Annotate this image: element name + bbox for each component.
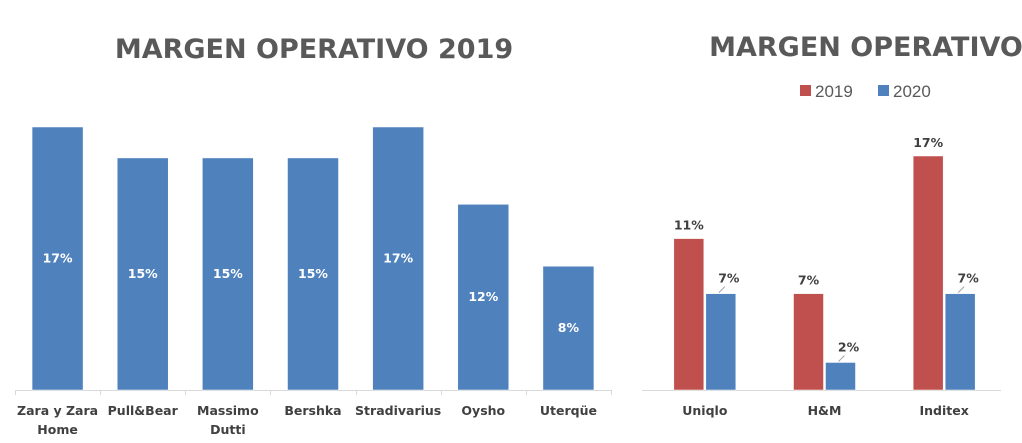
- bar-h-m-2019: [793, 293, 824, 391]
- bar-oysho: [457, 204, 510, 391]
- category-label-oysho: Oysho: [461, 403, 505, 418]
- bar-zara-y-zara-home: [31, 126, 84, 391]
- category-label-line: Pull&Bear: [108, 403, 179, 418]
- category-label-h-m: H&M: [808, 403, 842, 418]
- leader-line-inditex-2020: [957, 286, 965, 294]
- data-label-uterq-e: 8%: [558, 320, 580, 335]
- data-label-pull-bear: 15%: [128, 266, 158, 281]
- category-label-bershka: Bershka: [284, 403, 341, 418]
- left-data-labels: 17% 15% 15% 15% 17% 12% 8%: [43, 251, 580, 336]
- data-label-inditex-2019: 17%: [913, 135, 943, 150]
- leader-line-uniqlo-2020: [718, 286, 726, 294]
- left-bars: [31, 126, 595, 391]
- category-label-line: Stradivarius: [355, 403, 441, 418]
- legend: 2019 2020: [800, 82, 931, 101]
- left-chart-title: MARGEN OPERATIVO 2019: [115, 34, 513, 65]
- category-label-line: Bershka: [284, 403, 341, 418]
- data-label-uniqlo-2019: 11%: [674, 218, 704, 233]
- data-label-massimo-dutti: 15%: [213, 266, 243, 281]
- data-label-h-m-2020: 2%: [838, 339, 860, 354]
- leader-line-h-m-2020: [838, 355, 845, 362]
- data-label-stradivarius: 17%: [383, 251, 413, 266]
- legend-swatch-2020: [878, 85, 889, 96]
- data-label-zara-y-zara-home: 17%: [43, 251, 73, 266]
- category-label-uniqlo: Uniqlo: [682, 403, 728, 418]
- left-chart-margen-2019: MARGEN OPERATIVO 2019 17% 15% 15% 15% 17% 12%…: [15, 34, 612, 437]
- category-label-stradivarius: Stradivarius: [355, 403, 441, 418]
- category-label-pull-bear: Pull&Bear: [108, 403, 179, 418]
- category-label-line: Massimo: [197, 403, 259, 418]
- bar-h-m-2020: [825, 362, 856, 391]
- bar-inditex-2019: [912, 155, 944, 391]
- category-label-line: Uterqüe: [540, 403, 597, 418]
- category-label-line: Dutti: [210, 422, 246, 437]
- bar-uniqlo-2020: [705, 293, 737, 391]
- bar-massimo-dutti: [202, 157, 254, 391]
- data-label-uniqlo-2020: 7%: [718, 271, 740, 286]
- legend-swatch-2019: [800, 85, 811, 96]
- bar-uterq-e: [542, 265, 595, 391]
- bar-stradivarius: [372, 126, 424, 391]
- category-label-inditex: Inditex: [920, 403, 969, 418]
- right-chart-margen-comparison: MARGEN OPERATIVO 2019 2020 11% 7% 7% 2% 17% 7%…: [642, 32, 1022, 418]
- legend-label-2019: 2019: [815, 82, 853, 101]
- right-bars: [673, 155, 976, 391]
- category-label-massimo-dutti: Massimo Dutti: [197, 403, 259, 437]
- data-label-inditex-2020: 7%: [958, 271, 980, 286]
- data-label-oysho: 12%: [468, 289, 498, 304]
- category-label-zara-y-zara-home: Zara y Zara Home: [17, 403, 98, 437]
- right-chart-title: MARGEN OPERATIVO: [709, 32, 1022, 63]
- category-label-uterq-e: Uterqüe: [540, 403, 597, 418]
- bar-inditex-2020: [944, 293, 976, 391]
- left-category-labels: Zara y Zara Home Pull&Bear Massimo Dutti Bers…: [17, 403, 597, 437]
- bar-uniqlo-2019: [673, 238, 705, 391]
- right-data-labels: 11% 7% 7% 2% 17% 7%: [674, 135, 980, 362]
- bar-bershka: [287, 157, 339, 391]
- legend-label-2020: 2020: [893, 82, 931, 101]
- bar-pull-bear: [116, 157, 169, 391]
- left-x-axis: [15, 390, 612, 395]
- right-category-labels: Uniqlo H&M Inditex: [682, 403, 969, 418]
- data-label-h-m-2019: 7%: [798, 273, 820, 288]
- data-label-bershka: 15%: [298, 266, 328, 281]
- category-label-line: Zara y Zara: [17, 403, 98, 418]
- category-label-line: Oysho: [461, 403, 505, 418]
- category-label-line: Home: [37, 422, 78, 437]
